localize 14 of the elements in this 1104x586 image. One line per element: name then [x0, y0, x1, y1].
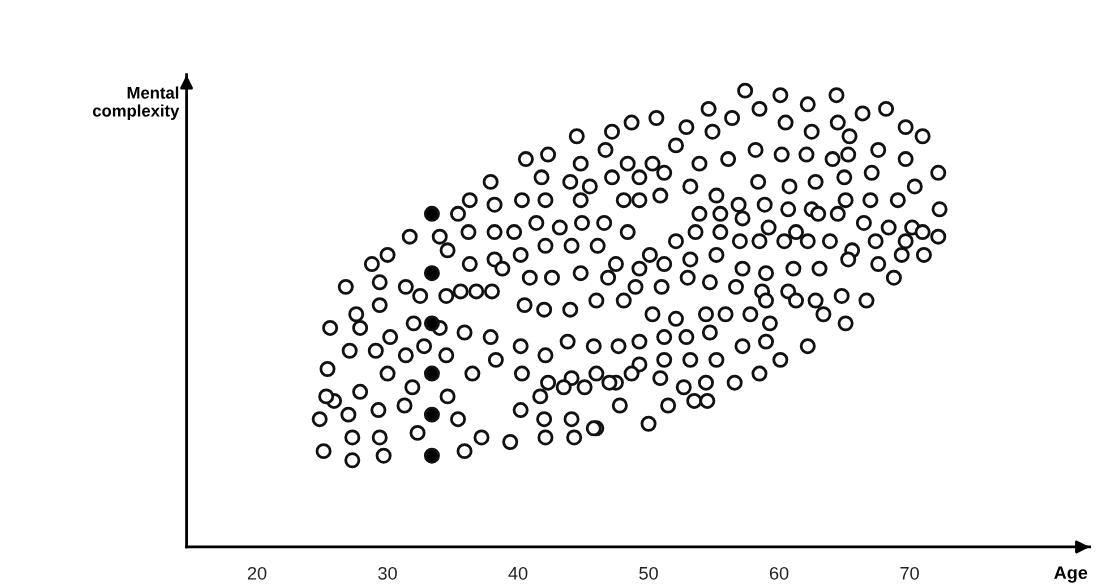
- point: [423, 447, 440, 464]
- point: [423, 365, 440, 382]
- x-tick-label: 60: [769, 566, 789, 580]
- point: [423, 265, 440, 282]
- y-axis-title: Mental complexity: [92, 86, 180, 120]
- x-tick-label: 40: [508, 566, 528, 580]
- x-axis-title: Age: [1054, 566, 1088, 583]
- point: [423, 406, 440, 423]
- point: [423, 315, 440, 332]
- x-tick-label: 70: [900, 566, 919, 580]
- point: [423, 205, 440, 222]
- x-tick-label: 20: [247, 566, 267, 580]
- x-tick-label: 30: [378, 566, 397, 580]
- x-tick-label: 50: [639, 566, 658, 580]
